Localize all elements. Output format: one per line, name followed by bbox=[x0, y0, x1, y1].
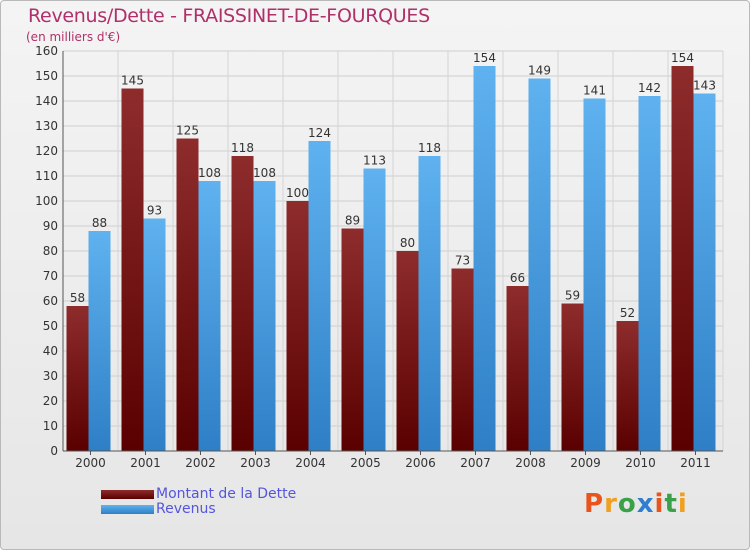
y-tick-label: 0 bbox=[50, 444, 58, 458]
bar-debt bbox=[561, 303, 584, 451]
proxiti-logo: Proxiti bbox=[584, 489, 688, 519]
data-label-debt: 154 bbox=[671, 51, 694, 65]
logo-letter: P bbox=[584, 489, 605, 519]
bar-revenue bbox=[198, 181, 221, 451]
data-label-debt: 58 bbox=[70, 291, 85, 305]
bar-debt bbox=[671, 66, 694, 451]
data-label-revenue: 93 bbox=[147, 204, 162, 218]
bar-revenue bbox=[253, 181, 276, 451]
data-label-revenue: 143 bbox=[693, 79, 716, 93]
data-label-revenue: 108 bbox=[198, 166, 221, 180]
data-label-revenue: 88 bbox=[92, 216, 107, 230]
bar-debt bbox=[286, 201, 309, 451]
legend-label-revenue: Revenus bbox=[156, 501, 216, 517]
y-tick-label: 50 bbox=[43, 319, 58, 333]
data-label-revenue: 124 bbox=[308, 126, 331, 140]
y-tick-label: 160 bbox=[35, 44, 58, 58]
bar-debt bbox=[341, 228, 364, 451]
data-label-debt: 80 bbox=[400, 236, 415, 250]
y-tick-label: 140 bbox=[35, 94, 58, 108]
data-label-debt: 145 bbox=[121, 74, 144, 88]
y-tick-label: 10 bbox=[43, 419, 58, 433]
chart-title: Revenus/Dette - FRAISSINET-DE-FOURQUES bbox=[28, 5, 430, 27]
x-tick-label: 2001 bbox=[130, 456, 161, 470]
y-tick-label: 80 bbox=[43, 244, 58, 258]
data-label-debt: 73 bbox=[455, 254, 470, 268]
x-tick-label: 2010 bbox=[625, 456, 656, 470]
data-label-revenue: 108 bbox=[253, 166, 276, 180]
bar-debt bbox=[66, 306, 89, 451]
x-tick-label: 2002 bbox=[185, 456, 216, 470]
x-tick-label: 2007 bbox=[460, 456, 491, 470]
x-tick-label: 2009 bbox=[570, 456, 601, 470]
bar-revenue bbox=[528, 78, 551, 451]
bar-debt bbox=[396, 251, 419, 451]
x-tick-label: 2006 bbox=[405, 456, 436, 470]
bar-debt bbox=[176, 138, 199, 451]
logo-letter: o bbox=[617, 489, 637, 519]
grid-lines bbox=[62, 50, 724, 452]
data-label-debt: 100 bbox=[286, 186, 309, 200]
bar-revenue bbox=[308, 141, 331, 451]
bar-revenue bbox=[693, 93, 716, 451]
legend-swatch-revenue bbox=[101, 505, 154, 514]
logo-letter: i bbox=[654, 489, 665, 519]
bar-revenue bbox=[363, 168, 386, 451]
data-label-revenue: 154 bbox=[473, 51, 496, 65]
bar-debt bbox=[506, 286, 529, 451]
bar-debt bbox=[121, 88, 144, 451]
logo-letter: t bbox=[664, 489, 678, 519]
bar-revenue bbox=[418, 156, 441, 451]
logo-letter: x bbox=[636, 489, 655, 519]
bar-revenue bbox=[88, 231, 111, 451]
y-tick-label: 30 bbox=[43, 369, 58, 383]
bar-debt bbox=[231, 156, 254, 451]
legend-label-debt: Montant de la Dette bbox=[156, 486, 297, 502]
y-tick-label: 70 bbox=[43, 269, 58, 283]
bars bbox=[66, 66, 716, 451]
data-label-debt: 66 bbox=[510, 271, 525, 285]
x-tick-label: 2005 bbox=[350, 456, 381, 470]
data-label-debt: 59 bbox=[565, 289, 580, 303]
data-label-debt: 125 bbox=[176, 124, 199, 138]
x-tick-label: 2004 bbox=[295, 456, 326, 470]
data-label-revenue: 113 bbox=[363, 154, 386, 168]
y-tick-label: 120 bbox=[35, 144, 58, 158]
data-label-revenue: 141 bbox=[583, 84, 606, 98]
bar-revenue bbox=[473, 66, 496, 451]
legend-swatch-debt bbox=[101, 490, 154, 499]
y-tick-label: 20 bbox=[43, 394, 58, 408]
bar-revenue bbox=[638, 96, 661, 451]
data-label-revenue: 142 bbox=[638, 81, 661, 95]
data-label-debt: 118 bbox=[231, 141, 254, 155]
x-tick-label: 2003 bbox=[240, 456, 271, 470]
bar-revenue bbox=[143, 218, 166, 451]
y-tick-label: 150 bbox=[35, 69, 58, 83]
y-tick-label: 60 bbox=[43, 294, 58, 308]
y-tick-label: 130 bbox=[35, 119, 58, 133]
bar-debt bbox=[616, 321, 639, 451]
x-tick-label: 2011 bbox=[680, 456, 711, 470]
bar-debt bbox=[451, 268, 474, 451]
x-tick-label: 2000 bbox=[75, 456, 106, 470]
logo-letter: r bbox=[604, 489, 618, 519]
data-label-revenue: 118 bbox=[418, 141, 441, 155]
x-tick-label: 2008 bbox=[515, 456, 546, 470]
y-tick-label: 40 bbox=[43, 344, 58, 358]
y-tick-label: 110 bbox=[35, 169, 58, 183]
data-label-revenue: 149 bbox=[528, 64, 551, 78]
data-label-debt: 89 bbox=[345, 214, 360, 228]
data-label-debt: 52 bbox=[620, 306, 635, 320]
bar-revenue bbox=[583, 98, 606, 451]
y-tick-label: 90 bbox=[43, 219, 58, 233]
axes: 0 10 20 30 40 50 60 70 80 90 100 110 120 130 140 150 160… bbox=[35, 44, 723, 470]
chart-subtitle: (en milliers d'€) bbox=[26, 30, 121, 44]
logo-letter: i bbox=[677, 489, 688, 519]
y-tick-label: 100 bbox=[35, 194, 58, 208]
